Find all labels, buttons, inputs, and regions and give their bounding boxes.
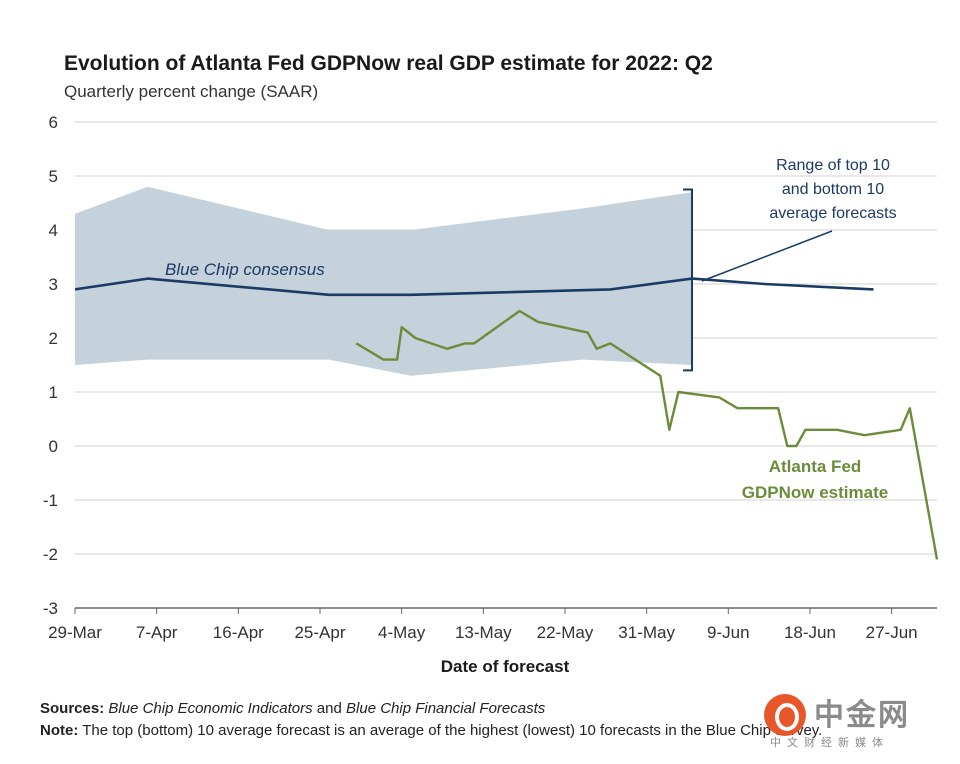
x-tick-label: 16-Apr [213, 623, 264, 642]
range-bracket [683, 188, 694, 372]
series-line-blue-chip [74, 277, 874, 297]
annotation-range-line1: Range of top 10 [776, 157, 890, 174]
annotation-blue-chip: Blue Chip consensus [165, 260, 325, 279]
x-tick-label: 27-Jun [866, 623, 918, 642]
watermark-logo: 中金网 中文财经新媒体 [764, 690, 944, 750]
range-band [75, 186, 692, 376]
source-and: and [312, 700, 347, 717]
chart-subtitle: Quarterly percent change (SAAR) [64, 82, 319, 101]
source-2: Blue Chip Financial Forecasts [346, 700, 546, 717]
x-tick-label: 7-Apr [136, 623, 178, 642]
x-tick-label: 18-Jun [784, 623, 836, 642]
x-tick-label: 13-May [455, 623, 512, 642]
y-tick-label: -2 [43, 545, 58, 564]
note-text: The top (bottom) 10 average forecast is … [82, 722, 823, 739]
annotation-gdpnow-line1: Atlanta Fed [769, 457, 862, 476]
x-tick-label: 25-Apr [294, 623, 345, 642]
footnote: Note: The top (bottom) 10 average foreca… [40, 722, 822, 739]
x-tick-label: 4-May [378, 623, 426, 642]
annotation-range-line3: average forecasts [769, 205, 896, 222]
x-tick-label: 31-May [618, 623, 675, 642]
x-axis-label: Date of forecast [441, 657, 570, 676]
source-1: Blue Chip Economic Indicators [108, 700, 313, 717]
chart-title: Evolution of Atlanta Fed GDPNow real GDP… [64, 52, 713, 75]
bracket-line [683, 188, 694, 372]
sources-label: Sources: [40, 700, 105, 717]
y-tick-label: 5 [49, 167, 58, 186]
y-tick-label: 1 [49, 383, 58, 402]
x-tick-label: 22-May [537, 623, 594, 642]
y-tick-label: 3 [49, 275, 58, 294]
sources-note: Sources: Blue Chip Economic Indicators a… [40, 700, 545, 717]
y-tick-label: 4 [49, 221, 58, 240]
note-label: Note: [40, 722, 79, 739]
y-tick-label: -1 [43, 491, 58, 510]
x-tick-label: 29-Mar [48, 623, 102, 642]
y-axis: -3 -2 -1 0 1 2 3 4 5 6 [43, 113, 58, 618]
series-line-gdpnow [355, 309, 939, 560]
annotation-gdpnow-line2: GDPNow estimate [742, 483, 888, 502]
watermark-name: 中金网 [814, 698, 910, 733]
y-tick-label: -3 [43, 599, 58, 618]
x-axis: 29-Mar 7-Apr 16-Apr 25-Apr 4-May 13-May 22-May… [48, 608, 918, 642]
watermark-subtitle: 中文财经新媒体 [770, 736, 889, 749]
annotation-range-line2: and bottom 10 [782, 181, 884, 198]
y-tick-label: 6 [49, 113, 58, 132]
watermark-circle-icon [764, 694, 806, 736]
y-tick-label: 2 [49, 329, 58, 348]
series-group [74, 277, 939, 560]
x-tick-label: 9-Jun [707, 623, 750, 642]
annotation-range-pointer [701, 230, 833, 282]
y-tick-label: 0 [49, 437, 58, 456]
